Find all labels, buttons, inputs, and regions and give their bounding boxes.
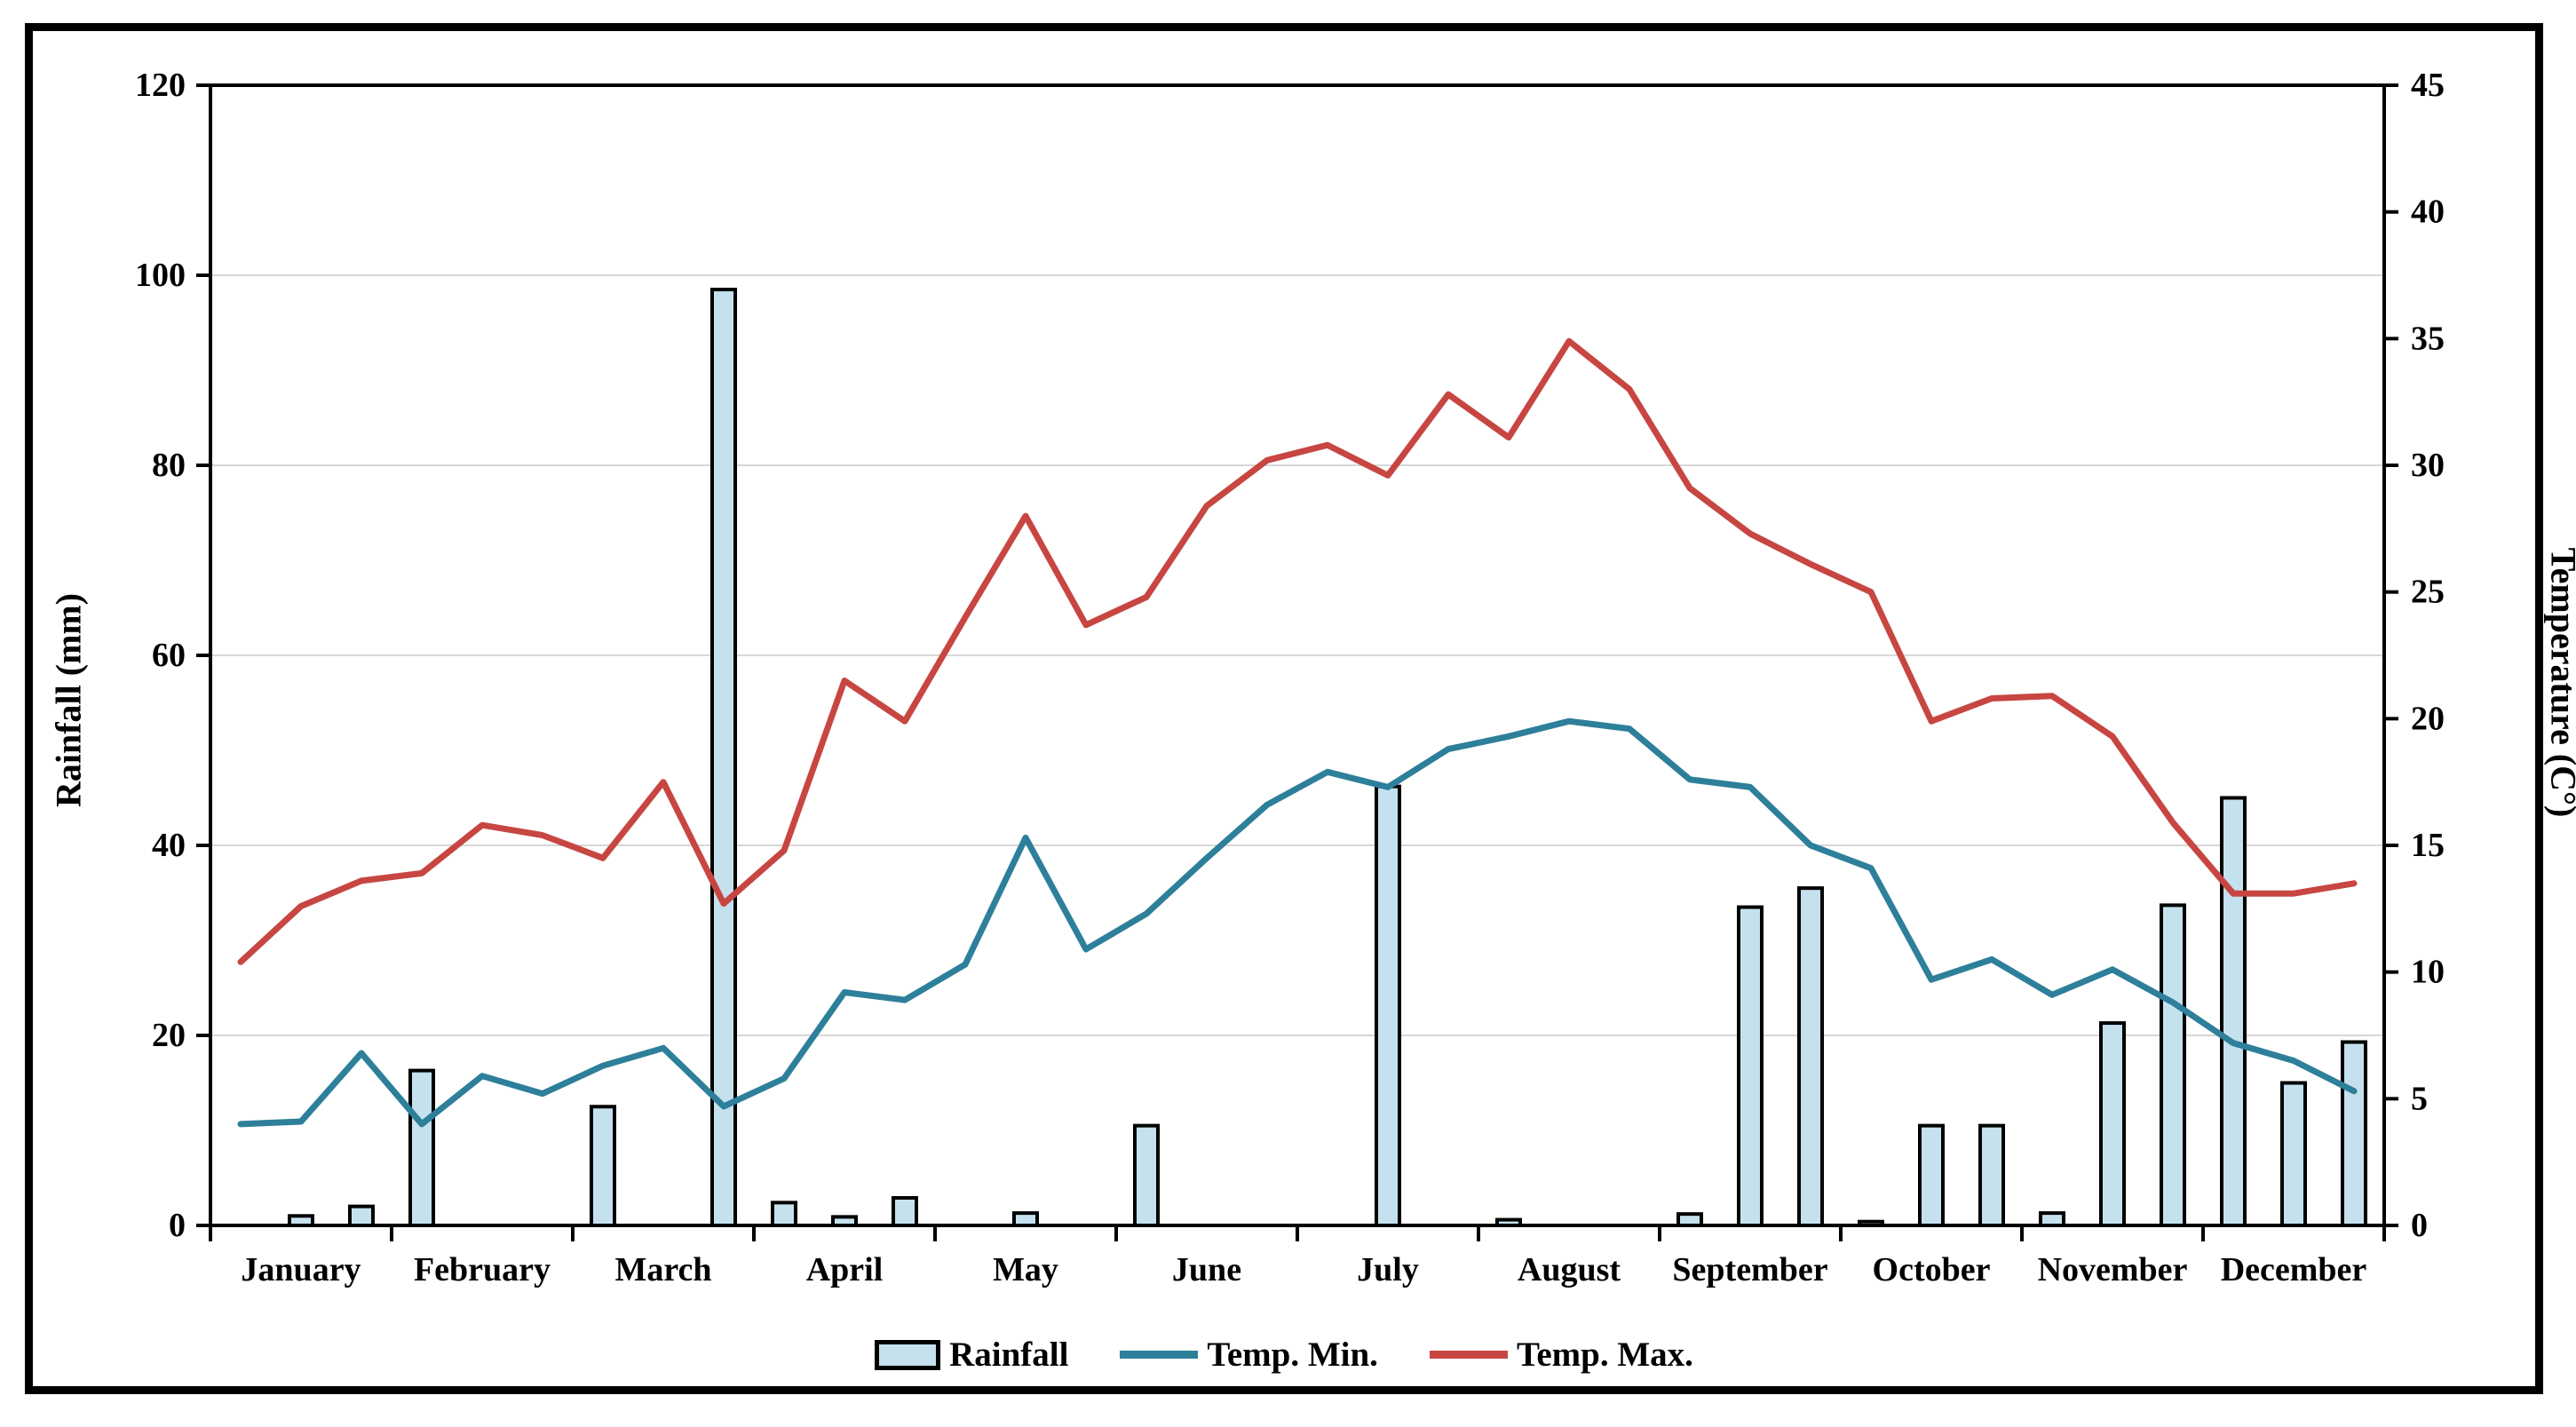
left-axis-tick-label: 80 bbox=[152, 447, 186, 484]
rainfall-bar bbox=[1133, 1123, 1160, 1228]
month-label: July bbox=[1357, 1251, 1419, 1288]
rainfall-bar bbox=[1918, 1123, 1945, 1228]
legend-item-temp-max: Temp. Max. bbox=[1429, 1335, 1693, 1375]
rainfall-bar bbox=[590, 1105, 616, 1227]
rainfall-bar bbox=[710, 288, 737, 1227]
rainfall-bar bbox=[348, 1204, 375, 1227]
right-axis-tick-label: 45 bbox=[2411, 67, 2445, 104]
temp-min-line bbox=[237, 717, 2358, 1128]
temp-max-line bbox=[237, 337, 2358, 965]
month-label: October bbox=[1873, 1251, 1991, 1288]
rainfall-bar bbox=[2099, 1021, 2126, 1227]
legend-temp-min-label: Temp. Min. bbox=[1207, 1336, 1378, 1374]
left-axis-tick-label: 20 bbox=[152, 1017, 186, 1054]
left-axis-tick-label: 100 bbox=[135, 257, 186, 294]
right-axis-tick-label: 40 bbox=[2411, 194, 2445, 231]
combo-chart-canvas: 0 20 40 60 80 100 120 0 5 10 15 20 25 30 35 40 45 January… bbox=[135, 67, 2445, 1288]
chart-area: 0 20 40 60 80 100 120 0 5 10 15 20 25 30 35 40 45 January… bbox=[33, 31, 2576, 1386]
rainfall-bar bbox=[2220, 796, 2247, 1227]
right-axis-tick-label: 35 bbox=[2411, 320, 2445, 357]
rainfall-bar bbox=[1978, 1123, 2005, 1228]
temp-min-line-swatch-icon bbox=[1120, 1351, 1199, 1359]
month-label: June bbox=[1172, 1251, 1241, 1288]
left-axis-tick-label: 60 bbox=[152, 637, 186, 674]
figure-frame: 0 20 40 60 80 100 120 0 5 10 15 20 25 30 35 40 45 January… bbox=[25, 23, 2576, 1394]
right-axis-tick-label: 25 bbox=[2411, 574, 2445, 611]
right-axis-tick-label: 0 bbox=[2411, 1207, 2428, 1244]
right-axis-tick-label: 20 bbox=[2411, 700, 2445, 737]
rainfall-bar bbox=[771, 1201, 797, 1227]
legend-rainfall-label: Rainfall bbox=[949, 1336, 1069, 1374]
left-axis-tick-label: 40 bbox=[152, 827, 186, 864]
legend-temp-max-label: Temp. Max. bbox=[1516, 1336, 1693, 1374]
month-label: September bbox=[1672, 1251, 1827, 1288]
month-label: April bbox=[806, 1251, 884, 1288]
left-axis-title: Rainfall (mm) bbox=[48, 592, 89, 808]
left-axis-tick-label: 120 bbox=[135, 67, 186, 104]
legend: Rainfall Temp. Min. Temp. Max. bbox=[33, 1335, 2535, 1375]
month-label: August bbox=[1518, 1251, 1621, 1288]
legend-item-rainfall: Rainfall bbox=[875, 1335, 1068, 1375]
right-axis-tick-label: 30 bbox=[2411, 447, 2445, 484]
month-label: December bbox=[2221, 1251, 2367, 1288]
rainfall-bar bbox=[408, 1068, 435, 1227]
rainfall-bar bbox=[1737, 905, 1764, 1227]
left-axis-tick-label: 0 bbox=[169, 1207, 186, 1244]
legend-item-temp-min: Temp. Min. bbox=[1120, 1335, 1378, 1375]
month-label: November bbox=[2038, 1251, 2188, 1288]
right-axis-title: Temperature (C°) bbox=[2543, 547, 2576, 818]
rainfall-bar bbox=[2039, 1211, 2065, 1227]
rainfall-bar bbox=[1375, 784, 1401, 1227]
rainfall-bar bbox=[1797, 886, 1824, 1228]
right-axis-tick-label: 10 bbox=[2411, 954, 2445, 991]
rainfall-bar bbox=[1012, 1211, 1039, 1227]
month-label: May bbox=[993, 1251, 1058, 1288]
rainfall-bar bbox=[2160, 903, 2186, 1227]
right-axis-tick-label: 15 bbox=[2411, 827, 2445, 864]
rainfall-bar bbox=[2280, 1081, 2307, 1227]
rainfall-bar bbox=[892, 1195, 918, 1227]
temp-max-line-swatch-icon bbox=[1429, 1351, 1508, 1359]
month-label: February bbox=[414, 1251, 551, 1288]
month-label: January bbox=[241, 1251, 361, 1288]
right-axis-tick-label: 5 bbox=[2411, 1080, 2428, 1117]
month-label: March bbox=[614, 1251, 711, 1288]
rainfall-bar bbox=[2341, 1040, 2367, 1227]
rainfall-swatch-icon bbox=[875, 1339, 941, 1370]
